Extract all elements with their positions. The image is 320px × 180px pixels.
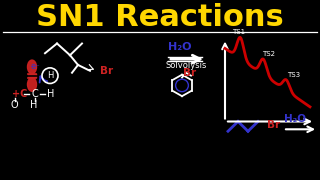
Text: TS2: TS2 — [262, 51, 275, 57]
Text: SN1 Reactions: SN1 Reactions — [36, 3, 284, 32]
Text: e⁻: e⁻ — [30, 62, 40, 71]
Ellipse shape — [28, 78, 36, 91]
Text: Br: Br — [267, 120, 280, 130]
Text: H₂O: H₂O — [168, 42, 192, 52]
Text: O: O — [10, 100, 18, 110]
Text: H: H — [47, 71, 53, 80]
Text: H: H — [30, 100, 38, 110]
Ellipse shape — [28, 60, 36, 74]
Text: Br: Br — [183, 68, 196, 78]
Text: +C: +C — [12, 89, 28, 99]
Text: H: H — [47, 89, 54, 99]
Text: Solvolysis: Solvolysis — [165, 61, 207, 70]
Text: TS3: TS3 — [287, 72, 300, 78]
Text: Br: Br — [100, 66, 113, 76]
Text: H₂O: H₂O — [284, 114, 306, 124]
Text: C: C — [32, 89, 39, 99]
Text: TS1: TS1 — [232, 29, 245, 35]
